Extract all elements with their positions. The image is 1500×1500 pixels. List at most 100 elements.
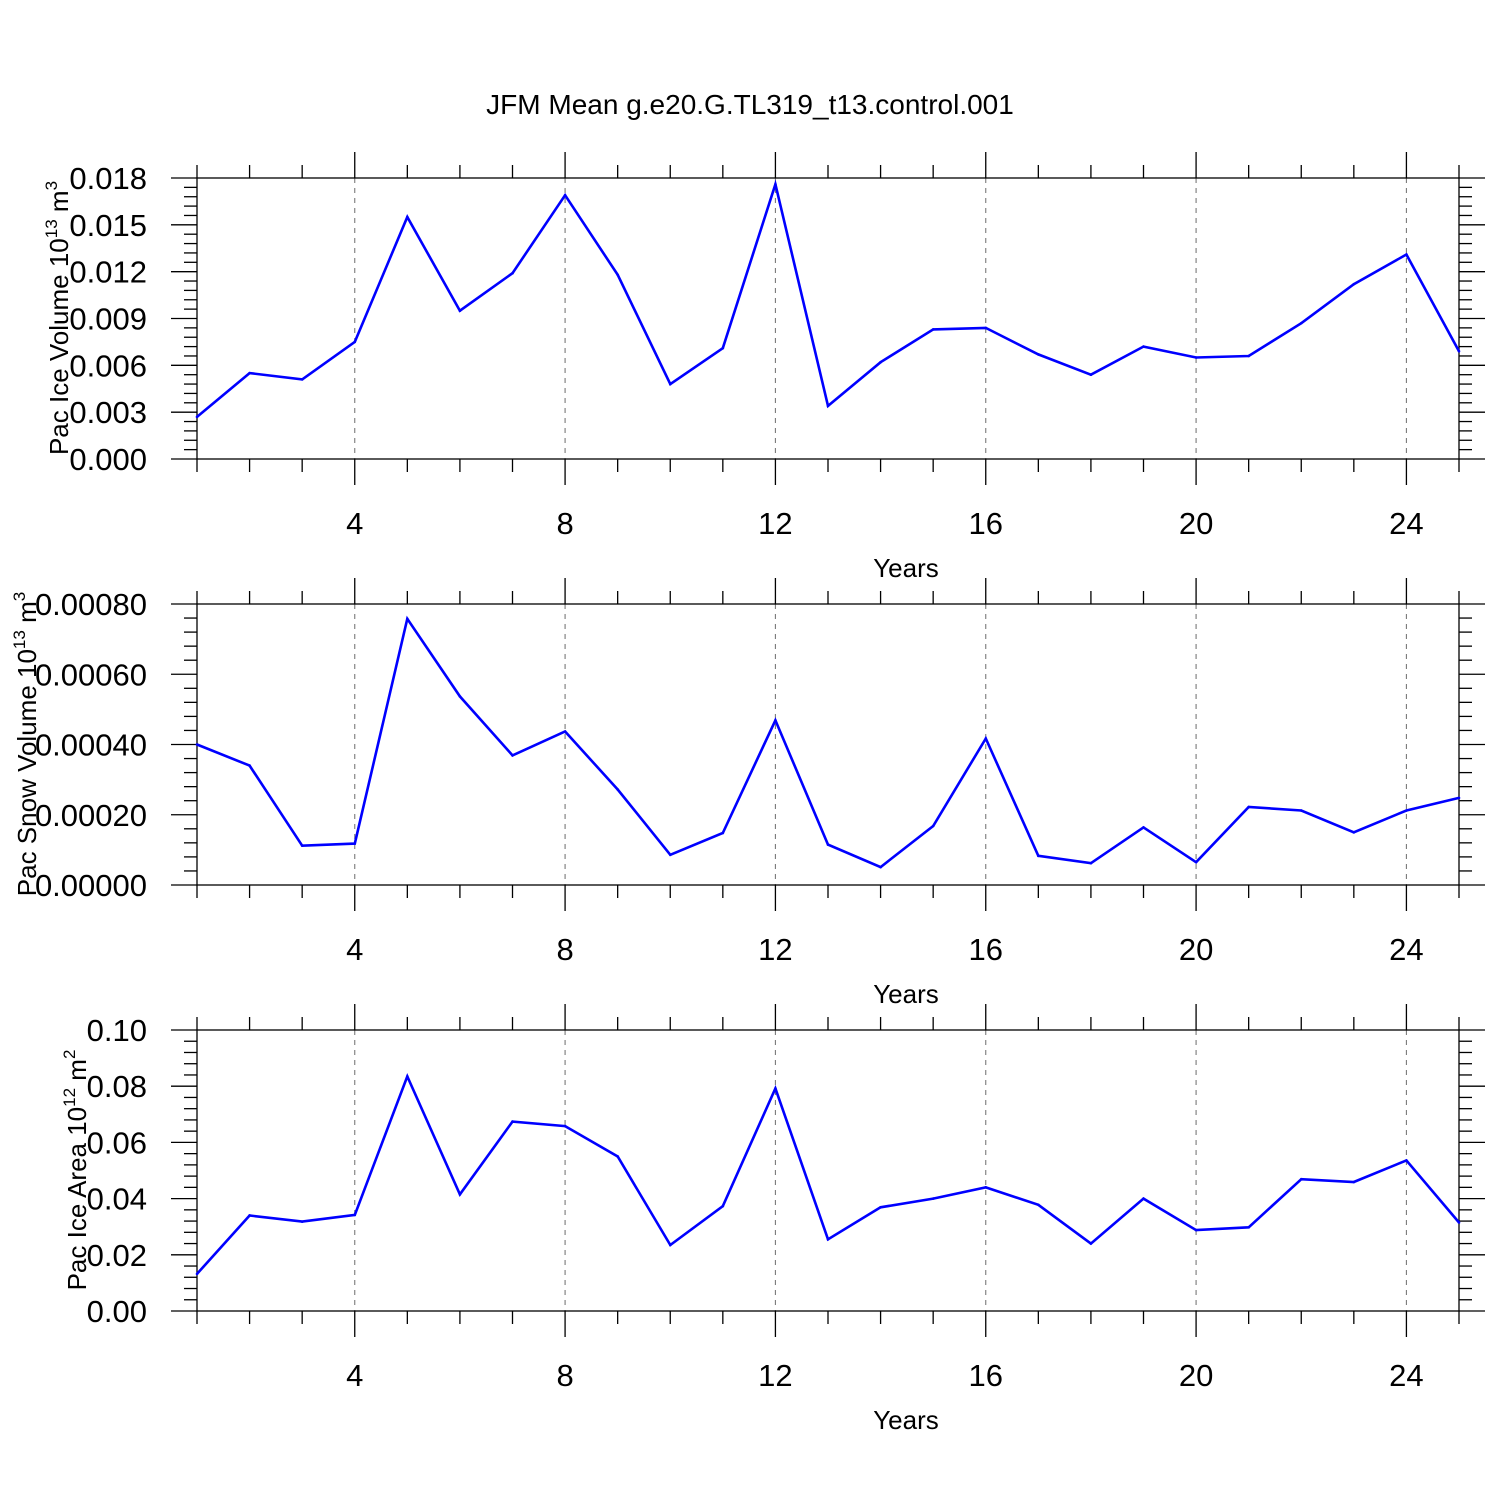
figure-title: JFM Mean g.e20.G.TL319_t13.control.001 <box>486 89 1014 120</box>
data-point-10 <box>668 382 672 386</box>
data-point-17 <box>1037 1203 1040 1207</box>
data-point-24 <box>1405 253 1408 256</box>
data-point-1 <box>195 415 199 419</box>
data-point-25 <box>1457 1221 1461 1224</box>
x-tick-label: 8 <box>556 932 573 967</box>
x-tick-label: 4 <box>346 1358 363 1393</box>
data-point-23 <box>1352 282 1356 286</box>
data-point-19 <box>1142 826 1145 829</box>
chart-panel-1: 0.000 0.003 0.006 0.009 0.012 0.015 0.018 4 8 12 1… <box>42 152 1485 583</box>
data-point-9 <box>616 273 619 277</box>
y-tick-label: 0.009 <box>69 302 147 337</box>
data-point-13 <box>826 843 830 846</box>
data-point-3 <box>300 378 304 381</box>
data-point-5 <box>406 617 409 621</box>
data-point-22 <box>1299 321 1303 325</box>
data-point-19 <box>1142 1197 1145 1200</box>
data-point-19 <box>1142 345 1145 348</box>
x-tick-label: 20 <box>1179 1358 1213 1393</box>
data-point-15 <box>931 824 935 828</box>
data-point-1 <box>195 743 199 746</box>
y-tick-label: 0.00060 <box>35 657 147 692</box>
y-tick-label: 0.000 <box>69 442 147 477</box>
data-point-25 <box>1457 796 1461 800</box>
x-tick-label: 24 <box>1389 932 1423 967</box>
x-tick-label: 12 <box>758 506 792 541</box>
data-point-12 <box>774 1087 777 1090</box>
series-line <box>196 615 1460 869</box>
x-tick-label: 12 <box>758 1358 792 1393</box>
data-point-2 <box>248 1214 251 1217</box>
data-point-11 <box>721 831 725 835</box>
x-tick-label: 16 <box>969 506 1003 541</box>
y-tick-label: 0.00000 <box>35 868 147 903</box>
x-tick-label: 4 <box>346 506 363 541</box>
data-point-16 <box>984 1186 988 1189</box>
data-point-8 <box>563 1124 567 1128</box>
data-point-8 <box>563 193 567 197</box>
data-point-18 <box>1089 1242 1093 1245</box>
series-line <box>196 179 1461 418</box>
y-tick-label: 0.04 <box>87 1182 147 1217</box>
data-point-25 <box>1457 349 1461 353</box>
data-point-10 <box>668 1243 672 1247</box>
x-axis-label: Years <box>873 553 939 583</box>
data-point-13 <box>826 1238 830 1241</box>
data-point-14 <box>879 360 882 364</box>
y-axis-label: Pac Ice Volume 1013 m3 <box>42 181 74 455</box>
data-point-2 <box>248 764 251 767</box>
y-tick-label: 0.006 <box>69 348 147 383</box>
plot-frame <box>196 1029 1460 1312</box>
data-point-17 <box>1037 353 1040 356</box>
data-point-16 <box>984 737 988 740</box>
data-point-3 <box>300 1220 304 1223</box>
data-point-4 <box>353 842 357 845</box>
data-point-20 <box>1194 1228 1198 1232</box>
data-point-11 <box>721 346 725 350</box>
y-tick-label: 0.015 <box>69 208 147 243</box>
y-axis-label: Pac Ice Area 1012 m2 <box>60 1050 92 1291</box>
data-point-21 <box>1247 805 1250 809</box>
data-point-7 <box>511 1120 514 1123</box>
data-point-15 <box>931 1197 935 1200</box>
data-point-14 <box>879 865 882 869</box>
chart-panel-3: 0.00 0.02 0.04 0.06 0.08 0.10 4 8 12 16 20 24 Years P… <box>60 1004 1485 1435</box>
x-tick-label: 24 <box>1389 1358 1423 1393</box>
data-point-16 <box>984 326 988 330</box>
data-point-24 <box>1405 1159 1408 1162</box>
y-tick-label: 0.08 <box>87 1069 147 1104</box>
data-point-7 <box>511 271 514 275</box>
data-point-5 <box>406 1075 409 1078</box>
x-axis-label: Years <box>873 979 939 1009</box>
data-point-5 <box>406 215 409 219</box>
data-point-6 <box>458 695 462 698</box>
data-point-20 <box>1194 356 1198 359</box>
data-point-23 <box>1352 831 1356 834</box>
x-tick-label: 8 <box>556 1358 573 1393</box>
x-tick-label: 24 <box>1389 506 1423 541</box>
data-point-12 <box>774 182 777 186</box>
data-point-9 <box>616 788 619 791</box>
x-tick-label: 8 <box>556 506 573 541</box>
data-point-8 <box>563 730 567 733</box>
x-tick-label: 20 <box>1179 506 1213 541</box>
data-point-21 <box>1247 1225 1250 1229</box>
data-point-1 <box>195 1272 199 1276</box>
panels: 0.000 0.003 0.006 0.009 0.012 0.015 0.018 4 8 12 1… <box>10 152 1485 1435</box>
data-point-24 <box>1405 809 1408 812</box>
x-axis-label: Years <box>873 1405 939 1435</box>
x-tick-label: 20 <box>1179 932 1213 967</box>
x-tick-label: 16 <box>969 932 1003 967</box>
data-point-14 <box>879 1206 882 1209</box>
data-point-12 <box>774 718 777 722</box>
y-tick-label: 0.012 <box>69 255 147 290</box>
data-point-6 <box>458 309 462 312</box>
data-point-18 <box>1089 373 1093 377</box>
chart-panel-2: 0.00000 0.00020 0.00040 0.00060 0.00080 4 8 12 1… <box>10 578 1485 1009</box>
data-point-22 <box>1299 1177 1303 1181</box>
data-point-13 <box>826 404 830 408</box>
x-tick-label: 4 <box>346 932 363 967</box>
y-tick-label: 0.00 <box>87 1294 147 1329</box>
data-point-4 <box>353 1213 357 1217</box>
